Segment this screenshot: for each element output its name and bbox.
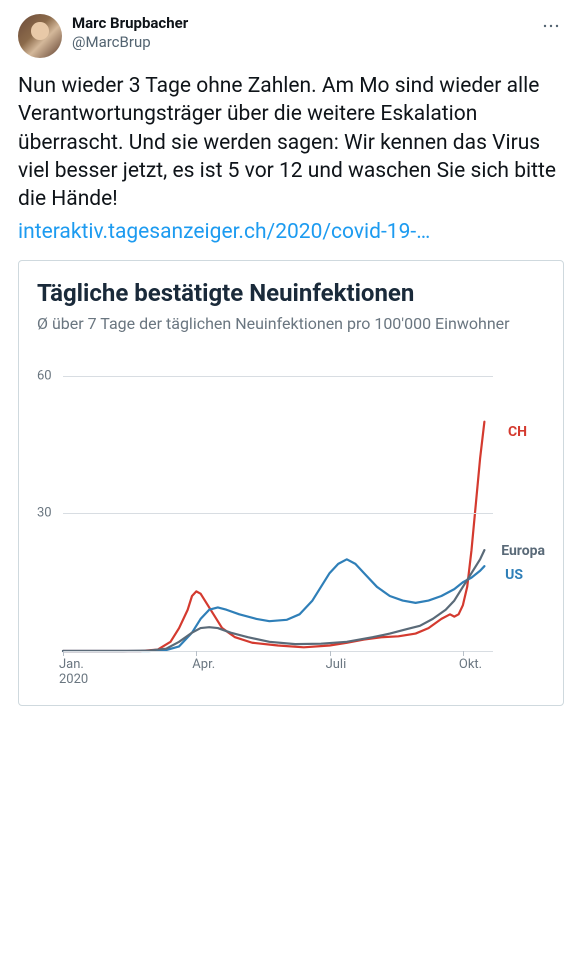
avatar[interactable] (18, 14, 62, 58)
tweet-text: Nun wieder 3 Tage ohne Zahlen. Am Mo sin… (18, 72, 564, 214)
y-tick-label: 30 (37, 506, 52, 521)
x-tick-mark (330, 651, 331, 656)
x-tick-label: Okt. (459, 657, 482, 672)
chart-area: 3060CHUSEuropa Jan.2020Apr.JuliOkt. (37, 353, 545, 693)
x-tick-label: Jan.2020 (59, 657, 88, 687)
series-label-Europa: Europa (501, 543, 545, 559)
series-line-US (63, 559, 484, 651)
y-tick-label: 60 (37, 368, 52, 383)
more-icon[interactable] (538, 14, 564, 34)
handle: @MarcBrup (72, 33, 528, 52)
x-axis: Jan.2020Apr.JuliOkt. (63, 651, 493, 693)
chart-lines (63, 353, 493, 651)
chart-title: Tägliche bestätigte Neuinfektionen (37, 279, 545, 307)
gridline (63, 513, 493, 514)
display-name: Marc Brupbacher (72, 14, 528, 33)
chart-card: Tägliche bestätigte Neuinfektionen Ø übe… (18, 260, 564, 706)
series-line-CH (63, 421, 484, 650)
plot-area: 3060CHUSEuropa (63, 353, 493, 651)
x-tick-label: Juli (326, 657, 347, 672)
series-label-CH: CH (508, 424, 527, 440)
x-tick-label: Apr. (192, 657, 215, 672)
series-label-US: US (505, 567, 523, 583)
tweet-container: Marc Brupbacher @MarcBrup Nun wieder 3 T… (0, 0, 582, 730)
author-names[interactable]: Marc Brupbacher @MarcBrup (72, 14, 528, 52)
x-tick-mark (463, 651, 464, 656)
gridline (63, 376, 493, 377)
tweet-link[interactable]: interaktiv.tagesanzeiger.ch/2020/covid-1… (18, 218, 564, 246)
chart-subtitle: Ø über 7 Tage der täglichen Neuinfektion… (37, 313, 545, 335)
x-tick-mark (196, 651, 197, 656)
series-line-Europa (63, 550, 484, 651)
tweet-header: Marc Brupbacher @MarcBrup (18, 14, 564, 58)
x-tick-mark (63, 651, 64, 656)
